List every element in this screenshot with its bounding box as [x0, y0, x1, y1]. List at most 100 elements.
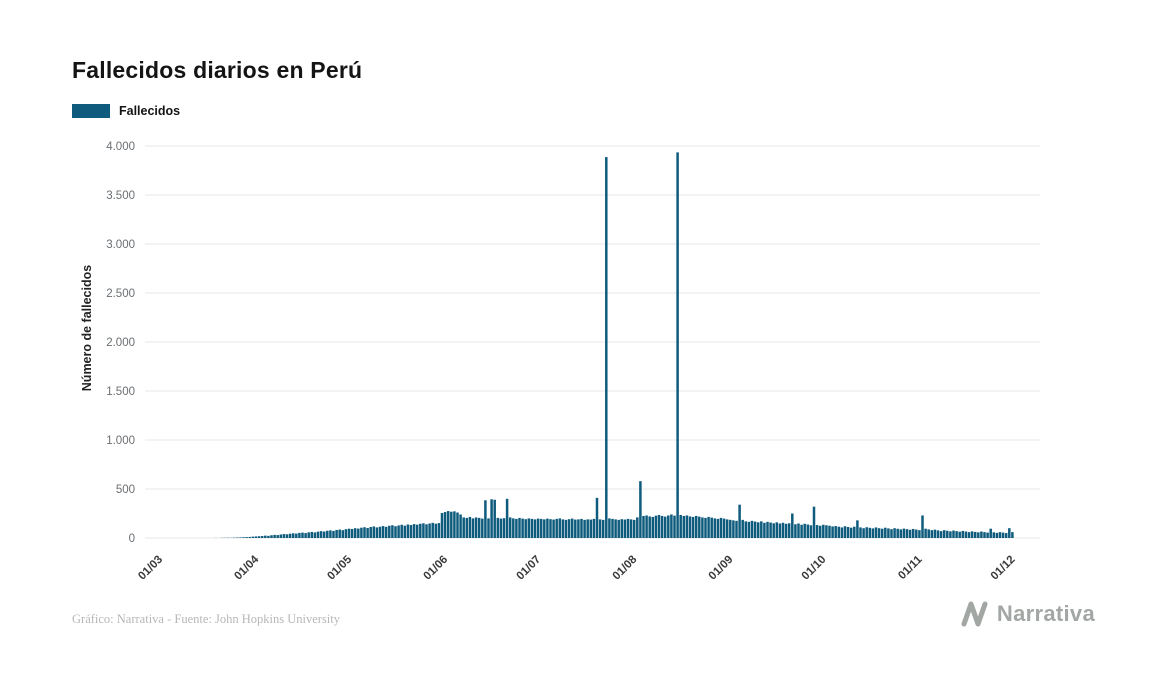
bar — [846, 527, 850, 538]
bar — [955, 531, 958, 538]
bar — [555, 518, 558, 538]
bar — [946, 530, 949, 538]
bar — [496, 517, 500, 538]
bar — [446, 511, 450, 538]
bar — [487, 518, 490, 538]
bar — [518, 517, 521, 538]
bar — [809, 525, 813, 538]
bar — [335, 529, 338, 538]
bar — [685, 515, 689, 538]
x-tick-label: 01/07 — [514, 554, 543, 583]
bar — [561, 519, 565, 538]
bar — [360, 527, 363, 538]
bar — [806, 524, 810, 538]
bar — [344, 529, 348, 538]
bar — [797, 523, 800, 538]
bar — [729, 519, 732, 538]
bar — [301, 532, 304, 538]
bar — [434, 523, 438, 538]
bar — [837, 526, 841, 538]
bar — [704, 517, 707, 538]
bar — [357, 528, 360, 538]
y-tick-label: 3.000 — [106, 239, 135, 251]
bar — [803, 523, 806, 538]
bar — [533, 519, 537, 538]
bar — [893, 528, 896, 538]
bar — [747, 521, 751, 538]
bar — [732, 520, 735, 538]
bar — [784, 523, 788, 538]
bar — [329, 530, 332, 538]
bar — [264, 535, 267, 538]
bar — [766, 521, 769, 538]
bar — [350, 528, 354, 538]
bar — [605, 157, 608, 538]
bar — [307, 532, 310, 538]
bar — [481, 518, 484, 538]
y-tick-label: 0 — [129, 533, 135, 545]
bar — [499, 518, 503, 538]
bar — [558, 518, 562, 538]
bar — [543, 519, 546, 538]
bar — [465, 517, 469, 538]
y-tick-label: 2.500 — [106, 288, 135, 300]
bar — [880, 528, 884, 538]
bar — [549, 519, 552, 538]
bar — [818, 525, 822, 538]
bar — [738, 504, 741, 538]
bar — [369, 527, 372, 538]
bar — [443, 512, 447, 538]
bar — [698, 516, 701, 538]
narrativa-logo-text: Narrativa — [996, 601, 1095, 626]
bar — [791, 513, 794, 538]
bar — [756, 522, 760, 538]
bar — [583, 519, 586, 538]
bar — [682, 515, 686, 538]
bar — [862, 528, 865, 538]
bar — [713, 518, 717, 538]
bar — [527, 518, 531, 538]
y-tick-label: 500 — [116, 484, 135, 496]
bar — [648, 516, 651, 538]
bar — [657, 514, 661, 538]
bar — [295, 533, 298, 538]
bar — [592, 518, 596, 538]
bar — [763, 522, 766, 538]
bar — [304, 533, 307, 538]
bar — [710, 517, 713, 538]
bar — [679, 514, 682, 538]
bar — [595, 497, 599, 538]
bar — [239, 537, 242, 538]
bar — [397, 525, 400, 538]
bar — [815, 525, 819, 538]
bar — [450, 511, 453, 538]
bar — [341, 530, 345, 538]
bar — [899, 529, 903, 538]
bars — [214, 152, 1014, 538]
x-tick-label: 01/03 — [136, 554, 165, 583]
bar — [753, 521, 757, 538]
bar — [871, 528, 875, 538]
bar — [620, 519, 624, 538]
bar — [707, 516, 710, 538]
bar — [378, 526, 382, 538]
bar — [412, 524, 416, 538]
bar — [722, 518, 726, 538]
bar — [626, 518, 630, 538]
bar — [288, 533, 292, 538]
bar — [388, 525, 391, 538]
bar — [530, 518, 534, 538]
bar — [552, 519, 555, 538]
bar — [769, 522, 772, 538]
bar — [812, 506, 816, 538]
bar — [242, 537, 245, 538]
bar — [691, 516, 695, 538]
bar — [406, 524, 410, 538]
bar — [654, 515, 658, 538]
bar — [1001, 532, 1005, 538]
bar — [623, 519, 627, 538]
bar — [589, 519, 593, 538]
bar — [939, 531, 943, 538]
bar — [409, 525, 413, 538]
bar — [431, 522, 434, 538]
